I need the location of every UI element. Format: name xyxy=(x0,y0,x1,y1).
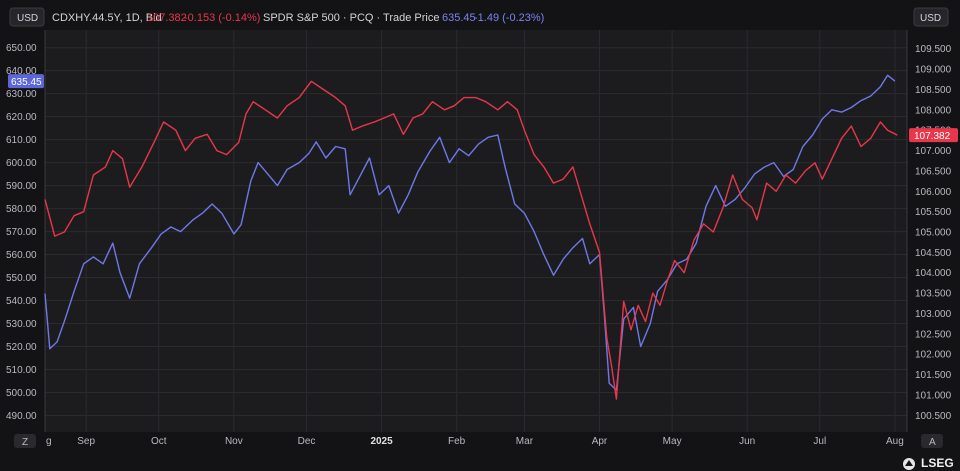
left-tick-label: 520.00 xyxy=(6,342,37,353)
right-tick-label: 102.500 xyxy=(915,329,952,340)
plot-area xyxy=(45,30,907,432)
right-tick-label: 109.500 xyxy=(915,44,952,55)
left-tick-label: 630.00 xyxy=(6,89,37,100)
x-tick-label: Aug xyxy=(886,436,904,447)
left-axis-label-box[interactable] xyxy=(9,7,45,27)
legend-series2-value: 635.45 xyxy=(442,12,476,24)
legend-series2-name: SPDR S&P 500 · PCQ · Trade Price xyxy=(263,12,439,24)
left-scale-button-label: Z xyxy=(22,437,28,448)
axis-layer: 490.00 500.00 510.00 520.00 530.00 540.00 550.… xyxy=(6,43,958,447)
grid-layer xyxy=(45,30,907,432)
x-tick-label: Jul xyxy=(813,436,826,447)
right-tick-label: 109.000 xyxy=(915,65,952,76)
right-tick-label: 105.000 xyxy=(915,228,952,239)
left-tick-label: 650.00 xyxy=(6,43,37,54)
x-tick-label: Jun xyxy=(739,436,755,447)
x-tick-label: Oct xyxy=(151,436,167,447)
x-tick-label: Nov xyxy=(225,436,243,447)
right-tick-label: 104.500 xyxy=(915,248,952,259)
series1-last-value-label: 107.382 xyxy=(914,131,951,142)
x-tick-label: Dec xyxy=(298,436,316,447)
series2-last-value-label: 635.45 xyxy=(11,77,42,88)
footer-bar xyxy=(0,451,960,471)
right-tick-label: 103.000 xyxy=(915,309,952,320)
right-tick-label: 101.500 xyxy=(915,370,952,381)
right-scale-button[interactable] xyxy=(921,434,943,448)
right-tick-label: 107.000 xyxy=(915,146,952,157)
right-tick-label: 108.500 xyxy=(915,85,952,96)
x-tick-label: Mar xyxy=(516,436,534,447)
lseg-brand: LSEG xyxy=(921,456,954,470)
left-tick-label: 640.00 xyxy=(6,66,37,77)
x-tick-label: May xyxy=(663,436,682,447)
left-tick-label: 570.00 xyxy=(6,227,37,238)
x-tick-label: Feb xyxy=(448,436,466,447)
legend-series1-name: CDXHY.44.5Y, 1D, Bid xyxy=(52,12,162,24)
series2-last-value-badge xyxy=(8,74,44,89)
x-tick-label: Apr xyxy=(592,436,608,447)
left-tick-label: 610.00 xyxy=(6,135,37,146)
x-tick-label: Sep xyxy=(77,436,95,447)
right-tick-label: 100.500 xyxy=(915,411,952,422)
right-tick-label: 106.000 xyxy=(915,187,952,198)
legend-series2-change: -1.49 (-0.23%) xyxy=(474,12,544,24)
series-cdxhy-line xyxy=(44,80,898,400)
x-tick-label: 2025 xyxy=(370,436,393,447)
left-tick-label: 550.00 xyxy=(6,273,37,284)
left-tick-label: 490.00 xyxy=(6,411,37,422)
right-scale-button-label: A xyxy=(929,437,936,448)
left-scale-button[interactable] xyxy=(14,434,36,448)
right-tick-label: 104.000 xyxy=(915,268,952,279)
left-tick-label: 620.00 xyxy=(6,112,37,123)
right-tick-label: 101.000 xyxy=(915,390,952,401)
right-tick-label: 105.500 xyxy=(915,207,952,218)
legend-series1-change: -0.153 (-0.14%) xyxy=(184,12,260,24)
left-tick-label: 600.00 xyxy=(6,158,37,169)
left-tick-label: 580.00 xyxy=(6,204,37,215)
right-axis-label-box[interactable] xyxy=(913,7,949,27)
x-tick-label: g xyxy=(46,436,52,447)
left-tick-label: 560.00 xyxy=(6,250,37,261)
right-tick-label: 106.500 xyxy=(915,166,952,177)
left-tick-label: 510.00 xyxy=(6,365,37,376)
left-tick-label: 500.00 xyxy=(6,388,37,399)
right-axis-label: USD xyxy=(920,13,941,24)
series1-last-value-badge xyxy=(909,128,958,143)
left-tick-label: 530.00 xyxy=(6,319,37,330)
left-tick-label: 590.00 xyxy=(6,181,37,192)
series-layer xyxy=(44,74,898,400)
series-spdr-line xyxy=(44,74,896,391)
right-tick-label: 103.500 xyxy=(915,289,952,300)
legend-series1-value: 107.382 xyxy=(147,12,187,24)
lseg-logo-icon xyxy=(903,458,915,470)
left-axis-label: USD xyxy=(17,13,38,24)
left-tick-label: 540.00 xyxy=(6,296,37,307)
right-tick-label: 102.000 xyxy=(915,350,952,361)
right-tick-label: 108.000 xyxy=(915,105,952,116)
